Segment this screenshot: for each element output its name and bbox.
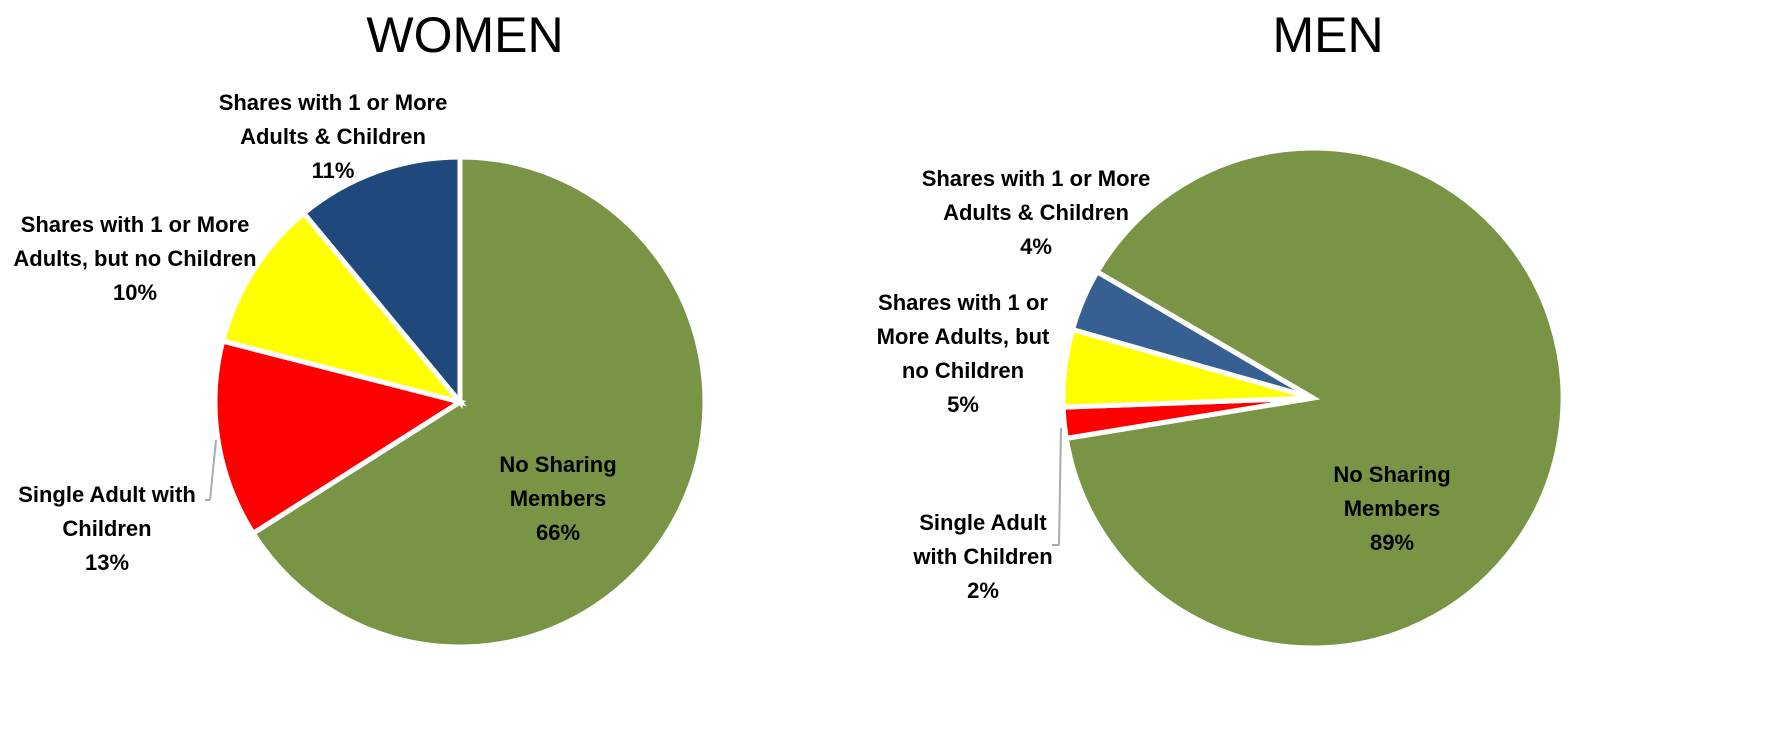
slice-label: Shares with 1 or More Adults & Children 4… — [886, 162, 1186, 264]
pie-slice — [219, 209, 467, 407]
category-label: No Sharing Members — [499, 452, 617, 511]
category-label: Shares with 1 or More Adults, but no Chi… — [876, 290, 1050, 383]
category-label: Shares with 1 or More Adults & Children — [921, 166, 1151, 225]
category-label: Single Adult with Children — [18, 482, 196, 541]
slice-label: Single Adult with Children 2% — [898, 506, 1068, 608]
category-label: No Sharing Members — [1333, 462, 1451, 521]
pie-slice — [300, 154, 463, 409]
value-label: 11% — [311, 158, 355, 183]
category-label: Shares with 1 or More Adults, but no Chi… — [13, 212, 257, 271]
slice-label: No Sharing Members 66% — [458, 448, 658, 550]
chart-title: MEN — [1272, 7, 1384, 63]
pie-slice — [249, 154, 708, 650]
value-label: 66% — [535, 520, 581, 545]
leader-line — [1058, 427, 1062, 546]
slice-label: Shares with 1 or More Adults, but no Chi… — [0, 208, 280, 310]
leader-line — [209, 439, 217, 501]
chart-title: WOMEN — [366, 7, 564, 63]
category-label: Single Adult with Children — [913, 510, 1053, 569]
value-label: 2% — [967, 578, 999, 603]
value-label: 10% — [112, 280, 158, 305]
slice-label: Shares with 1 or More Adults & Children 1… — [183, 86, 483, 188]
value-label: 13% — [84, 550, 130, 575]
value-label: 89% — [1369, 530, 1415, 555]
category-label: Shares with 1 or More Adults & Children — [218, 90, 448, 149]
slice-label: Single Adult with Children 13% — [0, 478, 222, 580]
pie-slice — [1069, 268, 1315, 401]
value-label: 5% — [947, 392, 979, 417]
pie-slice — [212, 338, 467, 537]
value-label: 4% — [1020, 234, 1052, 259]
slice-label: No Sharing Members 89% — [1292, 458, 1492, 560]
slice-label: Shares with 1 or More Adults, but no Chi… — [863, 286, 1063, 422]
pie-slice — [1063, 145, 1566, 651]
